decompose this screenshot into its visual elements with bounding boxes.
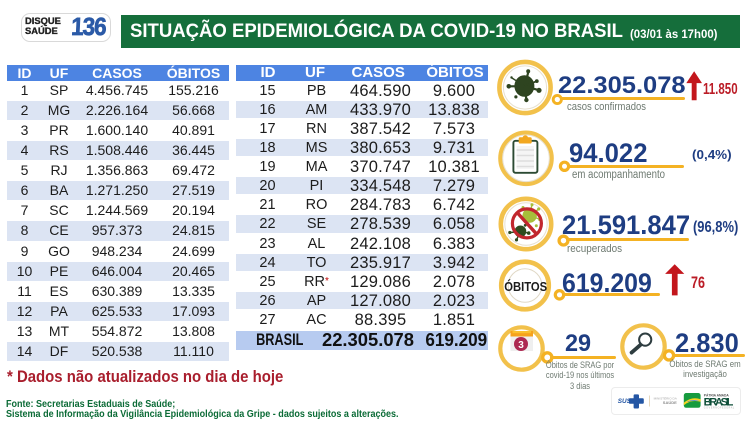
svg-text:SUS: SUS xyxy=(618,398,632,405)
svg-text:MINISTÉRIO DA: MINISTÉRIO DA xyxy=(654,396,678,401)
svg-text:G O V E R N O F E D E R A L: G O V E R N O F E D E R A L xyxy=(704,407,735,410)
svg-text:SAÚDE: SAÚDE xyxy=(663,400,677,405)
svg-text:3: 3 xyxy=(518,340,524,351)
svg-text:PÁTRIA AMADA: PÁTRIA AMADA xyxy=(704,392,730,397)
svg-text:BRASIL: BRASIL xyxy=(704,396,734,408)
